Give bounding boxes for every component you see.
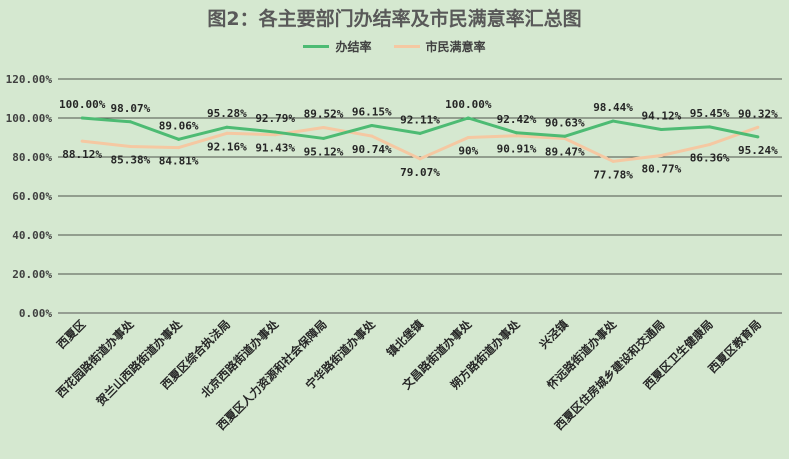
legend-swatch-completion xyxy=(303,45,330,48)
legend-swatch-satisfaction xyxy=(393,45,420,48)
data-point-satisfaction xyxy=(273,133,277,137)
data-point-satisfaction xyxy=(563,137,567,141)
x-category-label: 西夏区 xyxy=(54,317,89,352)
data-point-completion xyxy=(128,120,132,124)
data-label-satisfaction: 89.47% xyxy=(545,146,585,159)
data-label-satisfaction: 91.43% xyxy=(255,142,295,155)
data-point-completion xyxy=(708,125,712,129)
legend-item-satisfaction: 市民满意率 xyxy=(393,38,486,55)
data-label-satisfaction: 84.81% xyxy=(159,155,199,168)
y-tick-label: 20.00% xyxy=(12,268,52,281)
data-point-satisfaction xyxy=(225,131,229,135)
y-tick-label: 80.00% xyxy=(12,151,52,164)
data-point-completion xyxy=(273,130,277,134)
chart-legend: 办结率 市民满意率 xyxy=(0,38,789,55)
x-category-label: 贺兰山西路街道办事处 xyxy=(93,317,185,409)
data-label-completion: 89.06% xyxy=(159,119,199,132)
data-label-satisfaction: 79.07% xyxy=(400,166,440,179)
data-label-satisfaction: 95.12% xyxy=(304,145,344,158)
y-tick-label: 100.00% xyxy=(6,112,53,125)
data-point-completion xyxy=(370,124,374,128)
data-label-completion: 100.00% xyxy=(445,98,492,111)
data-label-completion: 100.00% xyxy=(59,98,106,111)
y-tick-label: 60.00% xyxy=(12,190,52,203)
data-label-satisfaction: 95.24% xyxy=(738,144,778,157)
data-label-completion: 95.28% xyxy=(207,107,247,120)
data-label-completion: 90.63% xyxy=(545,116,585,129)
data-point-completion xyxy=(418,131,422,135)
data-point-satisfaction xyxy=(515,134,519,138)
data-point-completion xyxy=(466,116,470,120)
y-tick-label: 120.00% xyxy=(6,73,53,86)
data-point-satisfaction xyxy=(418,157,422,161)
legend-label-satisfaction: 市民满意率 xyxy=(425,40,486,54)
data-label-completion: 94.12% xyxy=(641,109,681,122)
data-label-completion: 95.45% xyxy=(690,107,730,120)
data-label-satisfaction: 90.74% xyxy=(352,143,392,156)
data-point-satisfaction xyxy=(177,146,181,150)
data-point-completion xyxy=(515,131,519,135)
data-point-satisfaction xyxy=(659,153,663,157)
data-label-completion: 98.44% xyxy=(593,101,633,114)
data-label-satisfaction: 92.16% xyxy=(207,140,247,153)
data-label-satisfaction: 80.77% xyxy=(641,162,681,175)
x-category-label: 兴泾镇 xyxy=(537,317,572,352)
data-point-satisfaction xyxy=(466,136,470,139)
data-point-satisfaction xyxy=(611,159,615,163)
data-label-completion: 98.07% xyxy=(111,102,151,115)
data-point-satisfaction xyxy=(321,126,325,130)
data-label-satisfaction: 86.36% xyxy=(690,152,730,165)
data-label-completion: 89.52% xyxy=(304,108,344,121)
data-point-completion xyxy=(225,125,229,129)
data-point-completion xyxy=(80,116,84,120)
data-label-satisfaction: 90% xyxy=(458,145,478,158)
x-category-label: 镇北堡镇 xyxy=(384,317,427,360)
data-point-satisfaction xyxy=(708,143,712,147)
data-label-completion: 92.42% xyxy=(497,113,537,126)
data-label-satisfaction: 88.12% xyxy=(62,148,102,161)
y-tick-label: 0.00% xyxy=(19,307,52,320)
data-label-satisfaction: 85.38% xyxy=(111,154,151,167)
data-point-satisfaction xyxy=(128,145,132,149)
y-tick-label: 40.00% xyxy=(12,229,52,242)
data-label-completion: 92.79% xyxy=(255,112,295,125)
chart-title: 图2：各主要部门办结率及市民满意率汇总图 xyxy=(207,8,582,30)
data-label-completion: 96.15% xyxy=(352,106,392,119)
data-point-satisfaction xyxy=(80,139,84,143)
data-point-completion xyxy=(563,134,567,138)
data-label-satisfaction: 90.91% xyxy=(497,143,537,156)
legend-label-completion: 办结率 xyxy=(335,40,372,54)
data-label-completion: 90.32% xyxy=(738,107,778,120)
data-point-completion xyxy=(756,135,760,139)
data-point-satisfaction xyxy=(756,125,760,129)
data-label-satisfaction: 77.78% xyxy=(593,168,633,181)
data-point-completion xyxy=(611,119,615,123)
data-label-completion: 92.11% xyxy=(400,113,440,126)
data-point-completion xyxy=(321,136,325,140)
legend-item-completion: 办结率 xyxy=(303,38,372,55)
data-point-completion xyxy=(177,137,181,141)
data-point-satisfaction xyxy=(370,134,374,138)
data-point-completion xyxy=(659,127,663,131)
